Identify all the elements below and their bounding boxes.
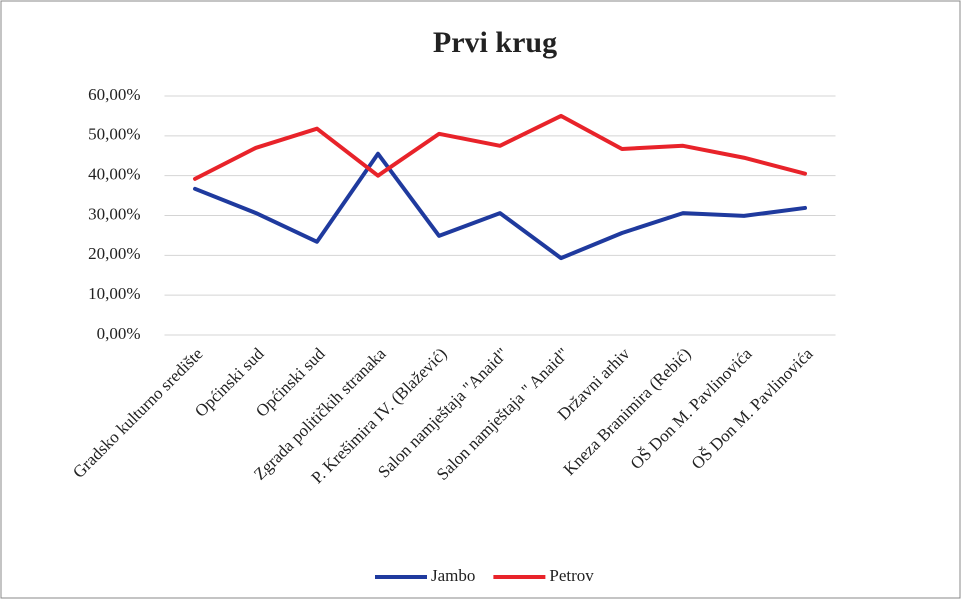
y-tick-label: 30,00%	[88, 204, 140, 223]
y-tick-label: 40,00%	[88, 165, 140, 184]
legend-label: Petrov	[549, 566, 594, 585]
y-tick-label: 20,00%	[88, 244, 140, 263]
y-tick-label: 0,00%	[97, 324, 141, 343]
chart-title: Prvi krug	[433, 26, 557, 59]
series-line	[193, 113, 807, 181]
y-tick-label: 10,00%	[88, 284, 140, 303]
y-tick-label: 50,00%	[88, 125, 140, 144]
series-line	[193, 151, 807, 261]
y-tick-label: 60,00%	[88, 85, 140, 104]
legend-label: Jambo	[431, 566, 475, 585]
